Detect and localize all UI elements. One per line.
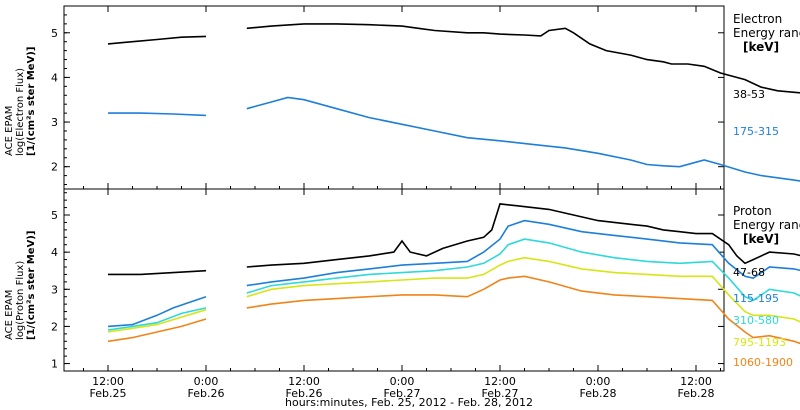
electron-ylabel-line-3: [1/(cm²s ster MeV)]: [26, 46, 37, 156]
proton-ylabel: ACE EPAM log(Proton Flux) [1/(cm²s ster …: [4, 231, 37, 340]
electron-legend-unit: [keV]: [743, 40, 780, 54]
x-tick-label-time: 0:00: [390, 375, 415, 388]
legend-proton-310-580: 310-580: [733, 314, 779, 327]
x-tick-label-date: Feb.25: [90, 387, 127, 400]
proton-panel: 1 2 3 4 5: [51, 188, 800, 372]
proton-series-47-68-segment-0: [108, 269, 207, 276]
x-tick-label-time: 0:00: [194, 375, 219, 388]
electron-ylabel: ACE EPAM log(Electron Flux) [1/(cm²s ste…: [4, 47, 37, 156]
legend-proton-795-1193: 795-1193: [733, 336, 786, 349]
proton-ylabel-line-1: ACE EPAM: [4, 289, 15, 340]
x-axis-label: hours:minutes, Feb. 25, 2012 - Feb. 28, …: [285, 396, 534, 409]
x-tick-label-date: Feb.26: [188, 387, 225, 400]
x-tick-label-date: Feb.28: [580, 387, 617, 400]
x-tick-label-date: Feb.28: [678, 387, 715, 400]
legend-electron-175-315: 175-315: [733, 125, 779, 138]
proton-series-310-580-segment-1: [246, 238, 800, 302]
electron-legend-title-1: Electron: [733, 12, 783, 26]
electron-ytick-label: 2: [51, 161, 58, 174]
electron-ytick-label: 3: [51, 116, 58, 129]
proton-series-1060-1900-segment-0: [107, 318, 207, 343]
electron-series-175-315-segment-1: [246, 96, 800, 182]
x-tick-labels: 12:00Feb.250:00Feb.2612:00Feb.260:00Feb.…: [90, 375, 715, 400]
x-tick-label-time: 12:00: [484, 375, 516, 388]
electron-panel: 2 3 4 5: [51, 5, 800, 190]
proton-ytick-label: 2: [51, 320, 58, 333]
electron-legend-title-2: Energy ranges: [733, 26, 800, 40]
legend-proton-115-195: 115-195: [733, 292, 779, 305]
electron-ytick-label: 5: [51, 27, 58, 40]
proton-legend-title-1: Proton: [733, 204, 772, 218]
x-tick-label-time: 12:00: [288, 375, 320, 388]
electron-ytick-label: 4: [51, 71, 58, 84]
proton-series-47-68-segment-1: [246, 203, 800, 268]
proton-ytick-label: 3: [51, 283, 58, 296]
proton-series-115-195-segment-0: [107, 295, 207, 328]
electron-ylabel-line-2: log(Electron Flux): [15, 67, 26, 156]
proton-ytick-label: 1: [51, 358, 58, 371]
legend-proton-47-68: 47-68: [733, 266, 765, 279]
electron-frame: [63, 5, 725, 190]
x-tick-label-time: 12:00: [92, 375, 124, 388]
proton-series-795-1193-segment-1: [246, 256, 800, 323]
proton-legend-title-2: Energy ranges: [733, 218, 800, 232]
x-tick-label-time: 12:00: [680, 375, 712, 388]
proton-series-115-195-segment-1: [246, 219, 800, 287]
electron-series-38-53-segment-1: [246, 23, 800, 94]
proton-series-1060-1900-segment-1: [246, 275, 800, 345]
x-tick-label-time: 0:00: [586, 375, 611, 388]
electron-series-38-53-segment-0: [107, 35, 207, 45]
legend-proton-1060-1900: 1060-1900: [733, 356, 793, 369]
proton-ytick-label: 5: [51, 209, 58, 222]
proton-series-310-580-segment-0: [107, 307, 207, 331]
proton-ylabel-line-2: log(Proton Flux): [15, 260, 26, 340]
proton-frame: [63, 188, 725, 372]
electron-series-175-315-segment-0: [108, 112, 207, 117]
electron-ylabel-line-1: ACE EPAM: [4, 105, 15, 156]
proton-ylabel-line-3: [1/(cm²s ster MeV)]: [26, 230, 37, 340]
x-tick-label-date: Feb.26: [286, 387, 323, 400]
x-tick-label-date: Feb.27: [482, 387, 519, 400]
proton-legend-unit: [keV]: [743, 232, 780, 246]
proton-series-795-1193-segment-0: [107, 308, 207, 333]
x-tick-label-date: Feb.27: [384, 387, 421, 400]
proton-ytick-label: 4: [51, 246, 58, 259]
legend-electron-38-53: 38-53: [733, 88, 765, 101]
